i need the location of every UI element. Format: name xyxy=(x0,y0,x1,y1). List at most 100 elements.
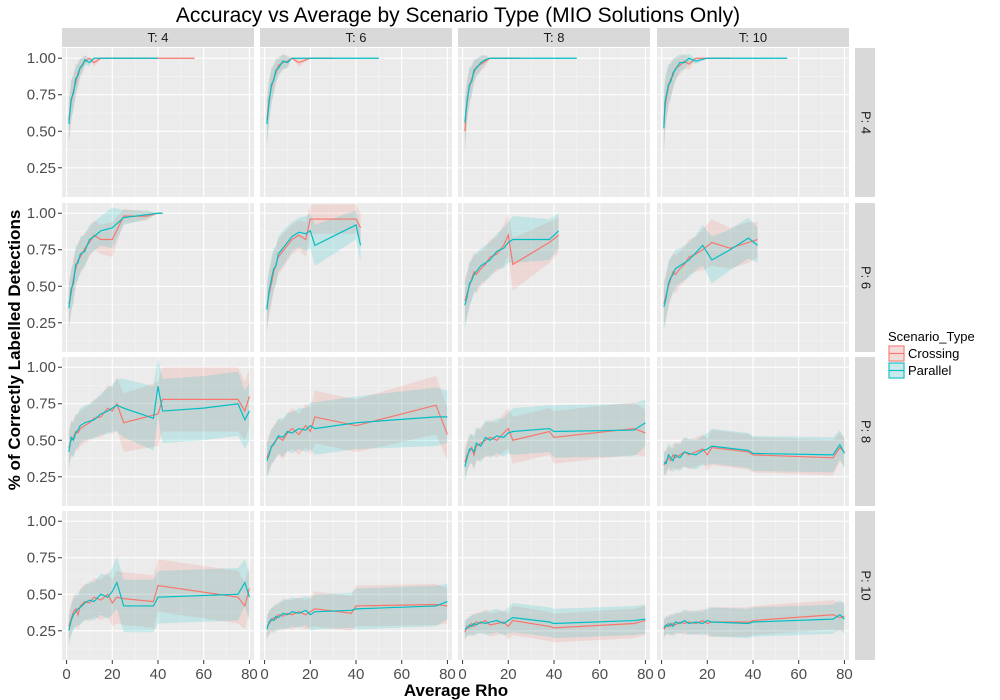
x-tick-label: 40 xyxy=(546,666,563,683)
series-line-parallel xyxy=(266,416,448,461)
x-tick-label: 40 xyxy=(150,666,167,683)
y-tick-label: 0.75 xyxy=(27,87,56,104)
x-tick-label: 0 xyxy=(62,666,70,683)
series-line-crossing xyxy=(266,218,362,307)
panel-series-group xyxy=(68,207,163,331)
confidence-band-crossing xyxy=(464,402,646,477)
x-tick-label: 0 xyxy=(657,666,665,683)
x-tick-label: 60 xyxy=(195,666,212,683)
legend-label-crossing: Crossing xyxy=(908,346,959,361)
series-line-parallel xyxy=(464,57,577,123)
confidence-band-crossing xyxy=(663,219,758,328)
panel-series-group xyxy=(464,213,559,329)
y-tick-label: 0.25 xyxy=(27,469,56,486)
y-tick-label: 0.75 xyxy=(27,396,56,413)
confidence-band-parallel xyxy=(266,387,448,479)
row-strip-label: P: 4 xyxy=(859,111,874,134)
confidence-band-crossing xyxy=(68,55,195,142)
row-strip xyxy=(855,357,875,506)
row-strip xyxy=(855,48,875,197)
panel-series-group xyxy=(68,55,195,146)
confidence-band-crossing xyxy=(266,584,448,639)
confidence-band-parallel xyxy=(663,217,758,331)
column-strip-label: T: 4 xyxy=(148,30,169,45)
series-line-crossing xyxy=(464,619,646,633)
legend-items: Crossing Parallel xyxy=(888,345,959,379)
y-tick-label: 1.00 xyxy=(27,359,56,376)
series-line-parallel xyxy=(266,224,362,310)
series-line-parallel xyxy=(68,57,158,125)
column-strip xyxy=(657,28,849,47)
confidence-band-parallel xyxy=(464,399,646,482)
series-line-parallel xyxy=(663,443,845,465)
confidence-band-parallel xyxy=(68,55,158,146)
y-tick-label: 1.00 xyxy=(27,50,56,67)
series-line-parallel xyxy=(68,580,251,631)
series-line-parallel xyxy=(464,230,559,306)
series-line-parallel xyxy=(68,386,250,453)
series-line-crossing xyxy=(663,446,845,466)
series-line-parallel xyxy=(266,601,448,630)
y-tick-label: 0.25 xyxy=(27,623,56,640)
column-strip xyxy=(458,28,650,47)
panels-layer: T: 4 T: 6 T: 8 T: 10 P: 4 P: 6 P: 8 P: 10 0.25 0.… xyxy=(27,28,875,683)
series-line-parallel xyxy=(663,237,758,307)
series-line-parallel xyxy=(464,617,646,630)
x-tick-label: 20 xyxy=(500,666,517,683)
column-strip-label: T: 6 xyxy=(346,30,367,45)
confidence-band-crossing xyxy=(464,605,646,643)
confidence-band-crossing xyxy=(464,214,559,325)
x-tick-label: 20 xyxy=(104,666,121,683)
series-line-crossing xyxy=(464,233,559,302)
panel-series-group xyxy=(663,53,788,158)
panel-series-group xyxy=(663,600,845,639)
y-tick-label: 0.50 xyxy=(27,278,56,295)
column-strip-label: T: 10 xyxy=(739,30,767,45)
x-axis-title: Average Rho xyxy=(404,681,508,700)
panel-series-group xyxy=(464,55,577,158)
y-tick-label: 0.50 xyxy=(27,123,56,140)
x-tick-label: 60 xyxy=(393,666,410,683)
row-strip xyxy=(855,203,875,352)
x-tick-label: 80 xyxy=(637,666,654,683)
row-strip-label: P: 10 xyxy=(859,570,874,600)
row-strip-label: P: 6 xyxy=(859,266,874,289)
series-line-crossing xyxy=(266,603,448,627)
x-tick-label: 80 xyxy=(241,666,258,683)
legend: Scenario_Type Crossing Parallel xyxy=(888,329,975,379)
panel-series-group xyxy=(464,399,646,482)
column-strip-label: T: 8 xyxy=(544,30,565,45)
panel-series-group xyxy=(464,603,646,643)
x-tick-label: 40 xyxy=(745,666,762,683)
confidence-band-parallel xyxy=(663,600,845,639)
y-tick-label: 0.50 xyxy=(27,432,56,449)
confidence-band-parallel xyxy=(68,357,250,470)
x-tick-label: 80 xyxy=(836,666,853,683)
series-line-parallel xyxy=(464,422,646,467)
row-strip xyxy=(855,511,875,660)
confidence-band-parallel xyxy=(663,428,845,476)
panel-series-group xyxy=(68,357,251,470)
confidence-band-parallel xyxy=(663,53,788,158)
y-tick-label: 1.00 xyxy=(27,513,56,530)
x-tick-label: 60 xyxy=(790,666,807,683)
confidence-band-crossing xyxy=(663,600,845,639)
x-tick-label: 40 xyxy=(348,666,365,683)
confidence-band-parallel xyxy=(68,556,250,646)
column-strip xyxy=(62,28,254,47)
panel-series-group xyxy=(266,375,448,479)
series-line-parallel xyxy=(663,613,845,629)
legend-title: Scenario_Type xyxy=(888,329,975,344)
y-tick-label: 0.75 xyxy=(27,242,56,259)
panel-series-group xyxy=(266,53,379,148)
confidence-band-crossing xyxy=(266,204,361,331)
confidence-band-parallel xyxy=(266,53,379,148)
series-line-parallel xyxy=(68,212,163,309)
x-tick-label: 80 xyxy=(439,666,456,683)
panel-series-group xyxy=(266,584,448,642)
row-strip-label: P: 8 xyxy=(859,420,874,443)
panel-series-group xyxy=(663,217,758,331)
series-line-crossing xyxy=(663,238,758,304)
confidence-band-crossing xyxy=(68,559,250,642)
